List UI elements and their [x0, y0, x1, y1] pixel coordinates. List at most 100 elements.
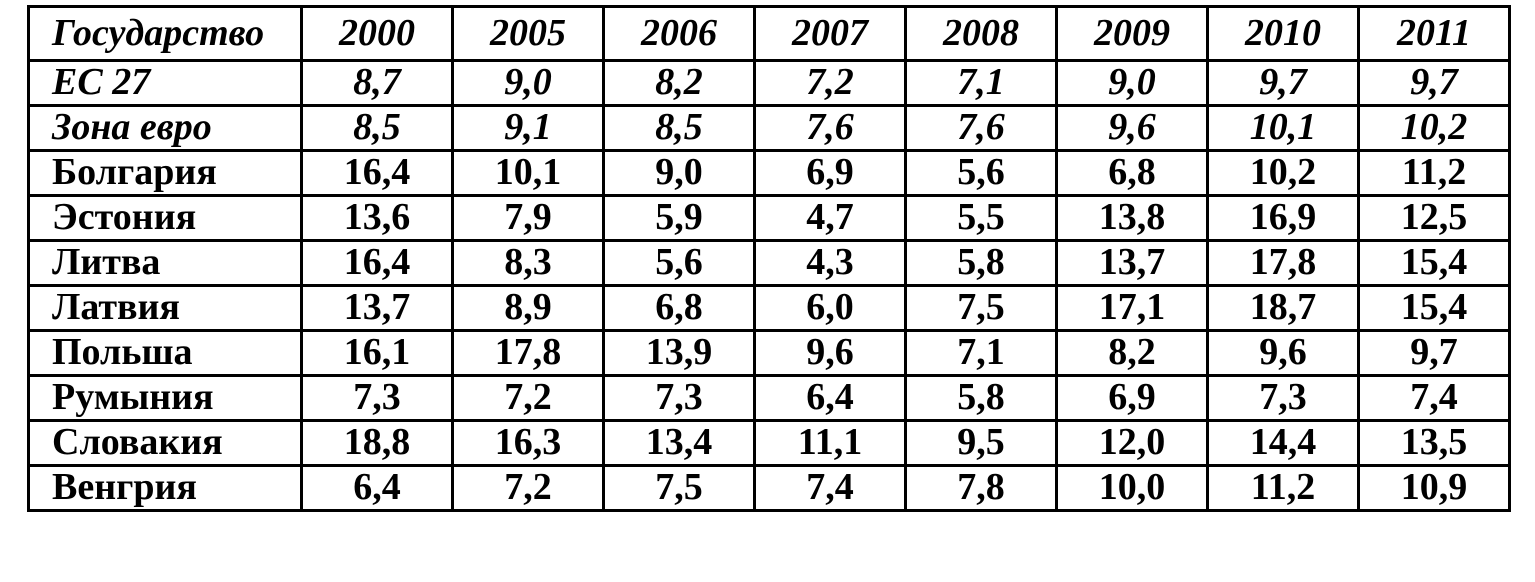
table-cell: 9,0 [1055, 59, 1209, 107]
table-cell: 9,0 [602, 149, 756, 197]
table-cell: 16,9 [1206, 194, 1360, 242]
unemployment-table: Государство 2000 2005 2006 2007 2008 200… [27, 5, 1511, 512]
table-cell: 7,4 [753, 464, 907, 512]
row-label: Зона евро [27, 104, 303, 152]
table-cell: 7,2 [451, 464, 605, 512]
row-label: ЕС 27 [27, 59, 303, 107]
table-cell: 5,8 [904, 239, 1058, 287]
table-cell: 9,6 [1055, 104, 1209, 152]
table-row-latvia: Латвия 13,7 8,9 6,8 6,0 7,5 17,1 18,7 15… [27, 284, 1511, 332]
table-row-bulgaria: Болгария 16,4 10,1 9,0 6,9 5,6 6,8 10,2 … [27, 149, 1511, 197]
table-cell: 14,4 [1206, 419, 1360, 467]
row-label: Болгария [27, 149, 303, 197]
table-cell: 4,3 [753, 239, 907, 287]
row-label: Латвия [27, 284, 303, 332]
table-cell: 5,9 [602, 194, 756, 242]
table-cell: 6,4 [753, 374, 907, 422]
table-cell: 17,1 [1055, 284, 1209, 332]
table-cell: 7,3 [300, 374, 454, 422]
table-row-slovakia: Словакия 18,8 16,3 13,4 11,1 9,5 12,0 14… [27, 419, 1511, 467]
table-cell: 13,8 [1055, 194, 1209, 242]
table-row-lithuania: Литва 16,4 8,3 5,6 4,3 5,8 13,7 17,8 15,… [27, 239, 1511, 287]
table-cell: 10,2 [1357, 104, 1511, 152]
table-cell: 7,2 [753, 59, 907, 107]
table-cell: 9,0 [451, 59, 605, 107]
table-cell: 5,8 [904, 374, 1058, 422]
row-label: Венгрия [27, 464, 303, 512]
table-cell: 16,4 [300, 149, 454, 197]
table-cell: 9,7 [1357, 59, 1511, 107]
table-cell: 9,6 [1206, 329, 1360, 377]
table-cell: 6,8 [1055, 149, 1209, 197]
table-row-estonia: Эстония 13,6 7,9 5,9 4,7 5,5 13,8 16,9 1… [27, 194, 1511, 242]
table-cell: 5,6 [904, 149, 1058, 197]
header-year-2011: 2011 [1357, 5, 1511, 62]
table-cell: 7,6 [753, 104, 907, 152]
header-year-2008: 2008 [904, 5, 1058, 62]
table-cell: 8,9 [451, 284, 605, 332]
table-cell: 4,7 [753, 194, 907, 242]
table-cell: 12,0 [1055, 419, 1209, 467]
header-year-2010: 2010 [1206, 5, 1360, 62]
table-cell: 8,2 [1055, 329, 1209, 377]
header-year-2005: 2005 [451, 5, 605, 62]
table-cell: 7,4 [1357, 374, 1511, 422]
table-row-romania: Румыния 7,3 7,2 7,3 6,4 5,8 6,9 7,3 7,4 [27, 374, 1511, 422]
table-cell: 7,5 [602, 464, 756, 512]
table-cell: 6,4 [300, 464, 454, 512]
table-cell: 11,1 [753, 419, 907, 467]
header-year-2009: 2009 [1055, 5, 1209, 62]
header-year-2006: 2006 [602, 5, 756, 62]
table-cell: 9,5 [904, 419, 1058, 467]
table-cell: 6,8 [602, 284, 756, 332]
table-cell: 8,5 [300, 104, 454, 152]
table-row-hungary: Венгрия 6,4 7,2 7,5 7,4 7,8 10,0 11,2 10… [27, 464, 1511, 512]
table-cell: 13,7 [1055, 239, 1209, 287]
table-cell: 7,2 [451, 374, 605, 422]
table-cell: 10,0 [1055, 464, 1209, 512]
table-cell: 7,1 [904, 329, 1058, 377]
table-row-eu27: ЕС 27 8,7 9,0 8,2 7,2 7,1 9,0 9,7 9,7 [27, 59, 1511, 107]
table-cell: 5,5 [904, 194, 1058, 242]
row-label: Словакия [27, 419, 303, 467]
table-cell: 18,7 [1206, 284, 1360, 332]
table-cell: 13,6 [300, 194, 454, 242]
row-label: Эстония [27, 194, 303, 242]
table-cell: 7,9 [451, 194, 605, 242]
table-cell: 10,2 [1206, 149, 1360, 197]
table-cell: 11,2 [1206, 464, 1360, 512]
header-year-2000: 2000 [300, 5, 454, 62]
row-label: Румыния [27, 374, 303, 422]
table-cell: 15,4 [1357, 239, 1511, 287]
table-cell: 17,8 [451, 329, 605, 377]
table-cell: 17,8 [1206, 239, 1360, 287]
table-cell: 7,3 [602, 374, 756, 422]
table-cell: 15,4 [1357, 284, 1511, 332]
table-cell: 13,5 [1357, 419, 1511, 467]
header-year-2007: 2007 [753, 5, 907, 62]
table-cell: 16,4 [300, 239, 454, 287]
table-cell: 8,7 [300, 59, 454, 107]
table-cell: 6,9 [1055, 374, 1209, 422]
table-cell: 5,6 [602, 239, 756, 287]
table-row-eurozone: Зона евро 8,5 9,1 8,5 7,6 7,6 9,6 10,1 1… [27, 104, 1511, 152]
table-cell: 10,9 [1357, 464, 1511, 512]
table-cell: 8,2 [602, 59, 756, 107]
table-cell: 16,3 [451, 419, 605, 467]
table-cell: 7,1 [904, 59, 1058, 107]
table-cell: 6,0 [753, 284, 907, 332]
table-cell: 9,7 [1206, 59, 1360, 107]
table-cell: 13,9 [602, 329, 756, 377]
table-cell: 7,8 [904, 464, 1058, 512]
table-cell: 10,1 [1206, 104, 1360, 152]
table-cell: 16,1 [300, 329, 454, 377]
header-state-label: Государство [27, 5, 303, 62]
table-cell: 8,3 [451, 239, 605, 287]
table-cell: 10,1 [451, 149, 605, 197]
table-cell: 11,2 [1357, 149, 1511, 197]
row-label: Польша [27, 329, 303, 377]
table-cell: 9,6 [753, 329, 907, 377]
table-cell: 7,6 [904, 104, 1058, 152]
table-cell: 9,7 [1357, 329, 1511, 377]
